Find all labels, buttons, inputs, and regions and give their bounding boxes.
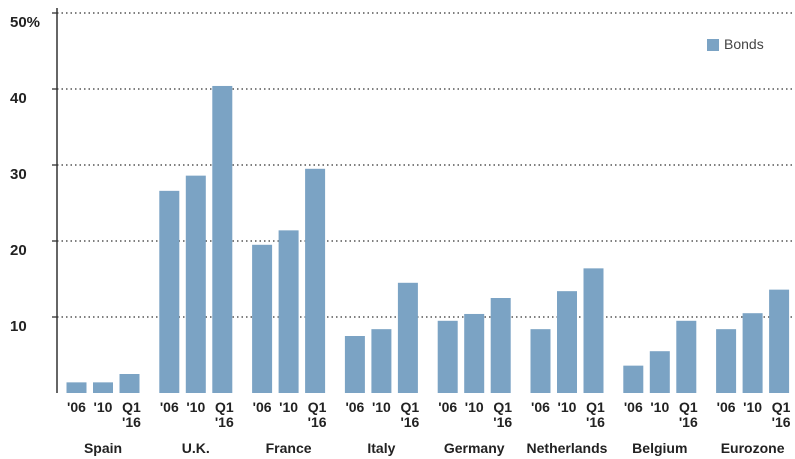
bar — [769, 289, 790, 393]
category-label: U.K. — [181, 440, 210, 456]
category-label: Spain — [83, 440, 123, 456]
period-label: '06 — [716, 399, 736, 415]
period-label: Q1 '16 — [678, 399, 698, 430]
period-label: '10 — [279, 399, 299, 415]
bar — [212, 85, 233, 394]
bar — [716, 329, 737, 393]
bar — [397, 282, 418, 393]
bar — [530, 329, 551, 393]
period-label: Q1 '16 — [214, 399, 234, 430]
bar — [623, 365, 644, 393]
category-label: Belgium — [632, 440, 688, 456]
period-label: '10 — [186, 399, 206, 415]
bar — [119, 374, 140, 393]
period-label: '06 — [623, 399, 643, 415]
period-label: Q1 '16 — [586, 399, 605, 430]
bar — [344, 336, 365, 393]
bar — [676, 320, 697, 393]
period-label: '06 — [531, 399, 550, 415]
period-label: '10 — [93, 399, 113, 415]
y-tick-label: 30 — [10, 166, 27, 183]
period-label: '06 — [438, 399, 458, 415]
period-label: '06 — [159, 399, 179, 415]
category-label: France — [265, 440, 312, 456]
bar — [649, 351, 670, 393]
period-label: Q1 '16 — [493, 399, 513, 430]
period-label: '10 — [464, 399, 484, 415]
bar — [252, 244, 273, 393]
bar — [371, 329, 392, 393]
y-tick-label: 10 — [10, 318, 27, 335]
period-label: Q1 '16 — [771, 399, 791, 430]
period-label: '06 — [252, 399, 272, 415]
bar — [93, 382, 113, 393]
legend-swatch — [707, 39, 719, 51]
bar — [557, 291, 577, 393]
bar — [490, 298, 511, 393]
y-tick-label: 20 — [10, 242, 27, 259]
period-label: Q1 '16 — [122, 399, 141, 430]
y-tick-label: 50% — [10, 14, 40, 31]
bar — [185, 175, 206, 393]
period-label: '10 — [650, 399, 670, 415]
bar — [583, 268, 604, 393]
category-label: Italy — [367, 440, 396, 456]
y-tick-label: 40 — [10, 90, 27, 107]
bar — [742, 313, 763, 393]
category-label: Eurozone — [720, 440, 785, 456]
period-label: '10 — [743, 399, 763, 415]
legend-label: Bonds — [724, 36, 764, 52]
bar — [464, 313, 485, 393]
bar — [437, 320, 458, 393]
period-label: '10 — [371, 399, 391, 415]
period-label: Q1 '16 — [307, 399, 327, 430]
period-label: Q1 '16 — [400, 399, 420, 430]
bar — [66, 382, 87, 393]
period-label: '06 — [67, 399, 86, 415]
bar — [305, 168, 326, 393]
category-label: Germany — [443, 440, 505, 456]
category-label: Netherlands — [526, 440, 608, 456]
bar — [278, 230, 299, 393]
period-label: '06 — [345, 399, 365, 415]
period-label: '10 — [557, 399, 577, 415]
bar — [159, 190, 180, 393]
